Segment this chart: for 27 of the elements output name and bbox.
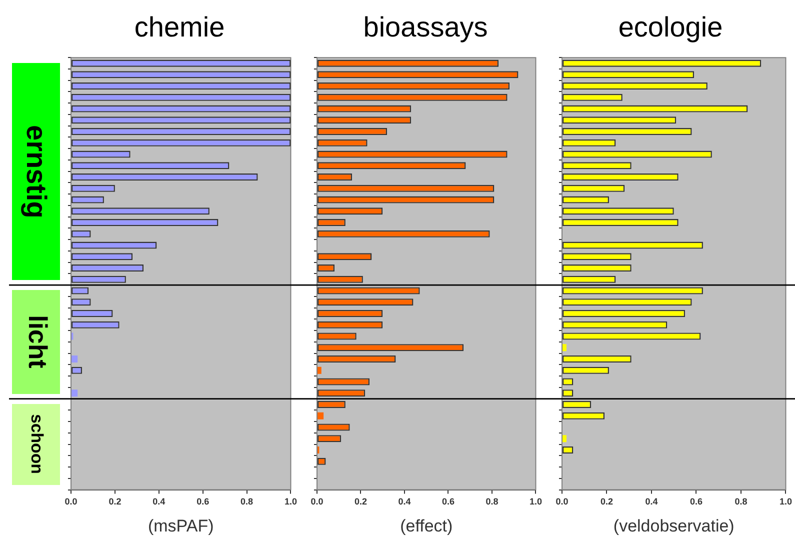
- x-tick-label: 0.6: [690, 496, 703, 507]
- x-tick-label: 0.0: [310, 496, 324, 507]
- chart-title: bioassays: [363, 12, 488, 43]
- chart-title: ecologie: [618, 12, 723, 43]
- x-tick-label: 0.8: [486, 496, 498, 507]
- x-tick-label: 0.0: [64, 496, 78, 507]
- x-tick-label: 0.2: [108, 496, 122, 507]
- x-tick-label: 0.8: [240, 496, 254, 507]
- x-tick-label: 1.0: [779, 496, 792, 507]
- x-tick-label: 0.2: [354, 496, 368, 507]
- x-axis-title: (veldobservatie): [613, 516, 734, 536]
- x-tick-label: 1.0: [529, 496, 542, 507]
- x-tick-label: 0.8: [734, 496, 748, 507]
- text: licht: [22, 315, 51, 369]
- x-tick-label: 0.4: [152, 496, 166, 507]
- x-tick-label: 0.4: [398, 496, 411, 507]
- x-tick-label: 0.2: [600, 496, 614, 507]
- x-tick-label: 0.0: [556, 496, 568, 507]
- x-axis-title: (msPAF): [148, 516, 214, 536]
- chart-title: chemie: [134, 12, 225, 43]
- x-tick-label: 1.0: [284, 496, 297, 507]
- x-tick-label: 0.6: [196, 496, 210, 507]
- x-tick-label: 0.6: [442, 496, 455, 507]
- x-tick-label: 0.4: [645, 496, 658, 507]
- x-axis-title: (effect): [400, 516, 453, 536]
- text: ernstig: [21, 124, 52, 218]
- text: schoon: [27, 414, 46, 474]
